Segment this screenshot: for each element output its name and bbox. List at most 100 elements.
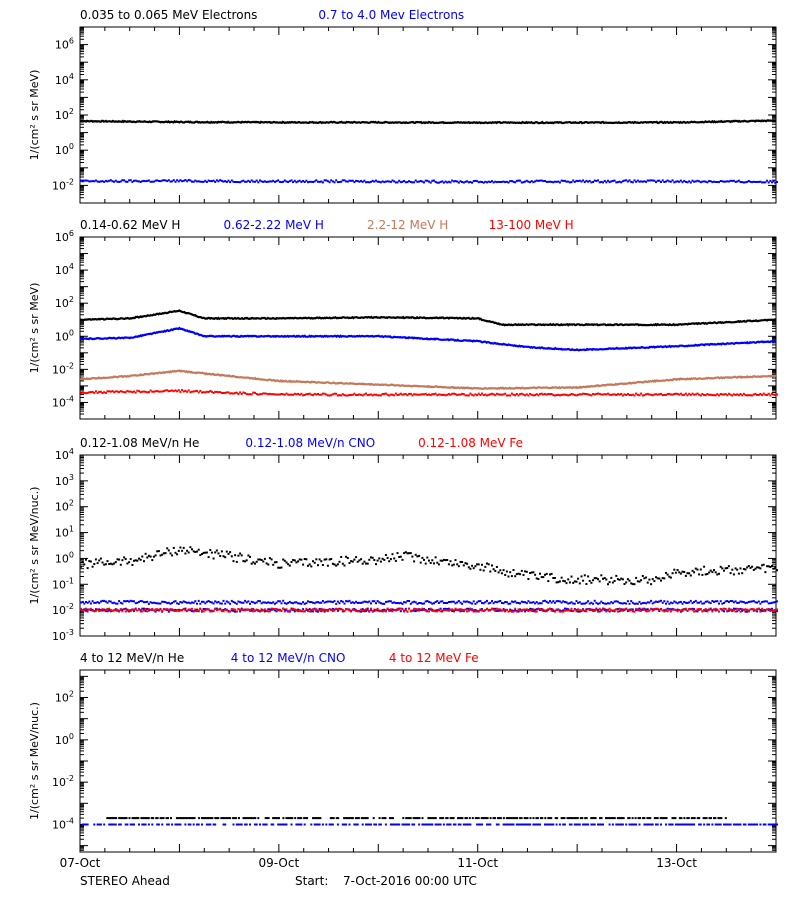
- series-point: [658, 600, 661, 603]
- series-point: [616, 817, 619, 820]
- series-point: [101, 392, 104, 394]
- series-point: [212, 557, 215, 560]
- series-point: [594, 817, 597, 820]
- series-point: [384, 817, 387, 820]
- series-point: [235, 181, 238, 183]
- series-point: [81, 391, 84, 394]
- y-tick-exponent: 6: [69, 37, 74, 46]
- series-point: [388, 394, 391, 397]
- series-point: [149, 180, 152, 183]
- series-point: [486, 599, 488, 602]
- series-point: [239, 610, 242, 613]
- series-point: [613, 580, 616, 582]
- series-point: [300, 602, 303, 605]
- series-point: [774, 394, 777, 396]
- series-point: [605, 602, 608, 605]
- series-point: [288, 610, 291, 613]
- series-point: [119, 390, 122, 393]
- series-point: [607, 602, 609, 605]
- series-point: [505, 608, 508, 611]
- series-point: [476, 823, 479, 826]
- series-point: [731, 394, 734, 397]
- series-point: [254, 391, 256, 394]
- series-point: [192, 823, 195, 826]
- series-point: [754, 567, 757, 570]
- series-point: [227, 552, 230, 555]
- series-point: [524, 823, 527, 826]
- series-point: [577, 180, 580, 183]
- series-point: [481, 181, 483, 183]
- x-tick-label: 09-Oct: [259, 856, 300, 870]
- series-point: [368, 181, 371, 184]
- series-point: [774, 181, 777, 184]
- series-point: [701, 393, 704, 395]
- series-point: [371, 600, 374, 603]
- series-point: [711, 394, 714, 397]
- series-point: [519, 817, 522, 820]
- series-point: [191, 548, 193, 551]
- series-point: [179, 823, 182, 826]
- series-point: [128, 179, 131, 182]
- series-point: [499, 817, 502, 820]
- series-point: [640, 602, 643, 605]
- series-point: [451, 392, 454, 395]
- y-tick-exponent: -4: [66, 816, 74, 825]
- series-point: [449, 608, 452, 611]
- series-point: [454, 393, 457, 396]
- y-tick-base: 10: [55, 297, 69, 310]
- series-point: [662, 817, 665, 820]
- series-point: [267, 610, 270, 613]
- series-point: [633, 602, 636, 605]
- series-point: [94, 601, 97, 604]
- series-point: [449, 393, 452, 396]
- start-label: Start:: [295, 874, 329, 888]
- series-point: [578, 179, 581, 182]
- series-point: [361, 610, 364, 612]
- series-point: [222, 180, 225, 183]
- series-point: [376, 559, 379, 562]
- series-point: [520, 610, 523, 613]
- series-point: [224, 608, 227, 611]
- series-point: [454, 607, 457, 610]
- series-point: [244, 560, 247, 563]
- series-point: [398, 823, 401, 826]
- series-point: [199, 180, 202, 183]
- series-point: [362, 817, 365, 820]
- series-point: [767, 823, 770, 826]
- series-point: [724, 393, 727, 396]
- series-point: [519, 573, 522, 576]
- series-point: [486, 823, 488, 826]
- series-point: [333, 392, 336, 395]
- series-point: [419, 602, 422, 604]
- series-point: [251, 817, 254, 820]
- series-point: [756, 823, 759, 826]
- series-point: [563, 601, 566, 603]
- series-point: [154, 390, 157, 393]
- series-point: [307, 393, 309, 395]
- series-point: [187, 817, 190, 820]
- series-point: [305, 607, 308, 610]
- series-point: [545, 572, 548, 575]
- series-point: [403, 552, 406, 555]
- series-point: [371, 179, 374, 182]
- series-point: [563, 817, 566, 820]
- series-point: [207, 556, 210, 559]
- series-point: [731, 610, 734, 612]
- series-point: [245, 393, 248, 396]
- series-point: [418, 393, 421, 396]
- series-point: [727, 607, 730, 610]
- series-point: [741, 181, 744, 184]
- series-point: [366, 562, 369, 565]
- series-point: [615, 394, 618, 396]
- series-point: [684, 180, 687, 183]
- series-point: [152, 390, 155, 393]
- series-point: [152, 817, 155, 820]
- series-point: [128, 610, 131, 613]
- series-point: [716, 393, 719, 396]
- series-point: [693, 393, 696, 396]
- series-point: [335, 564, 338, 567]
- series-point: [348, 609, 351, 612]
- series-point: [698, 573, 701, 576]
- series-point: [757, 600, 760, 603]
- series-point: [123, 608, 126, 611]
